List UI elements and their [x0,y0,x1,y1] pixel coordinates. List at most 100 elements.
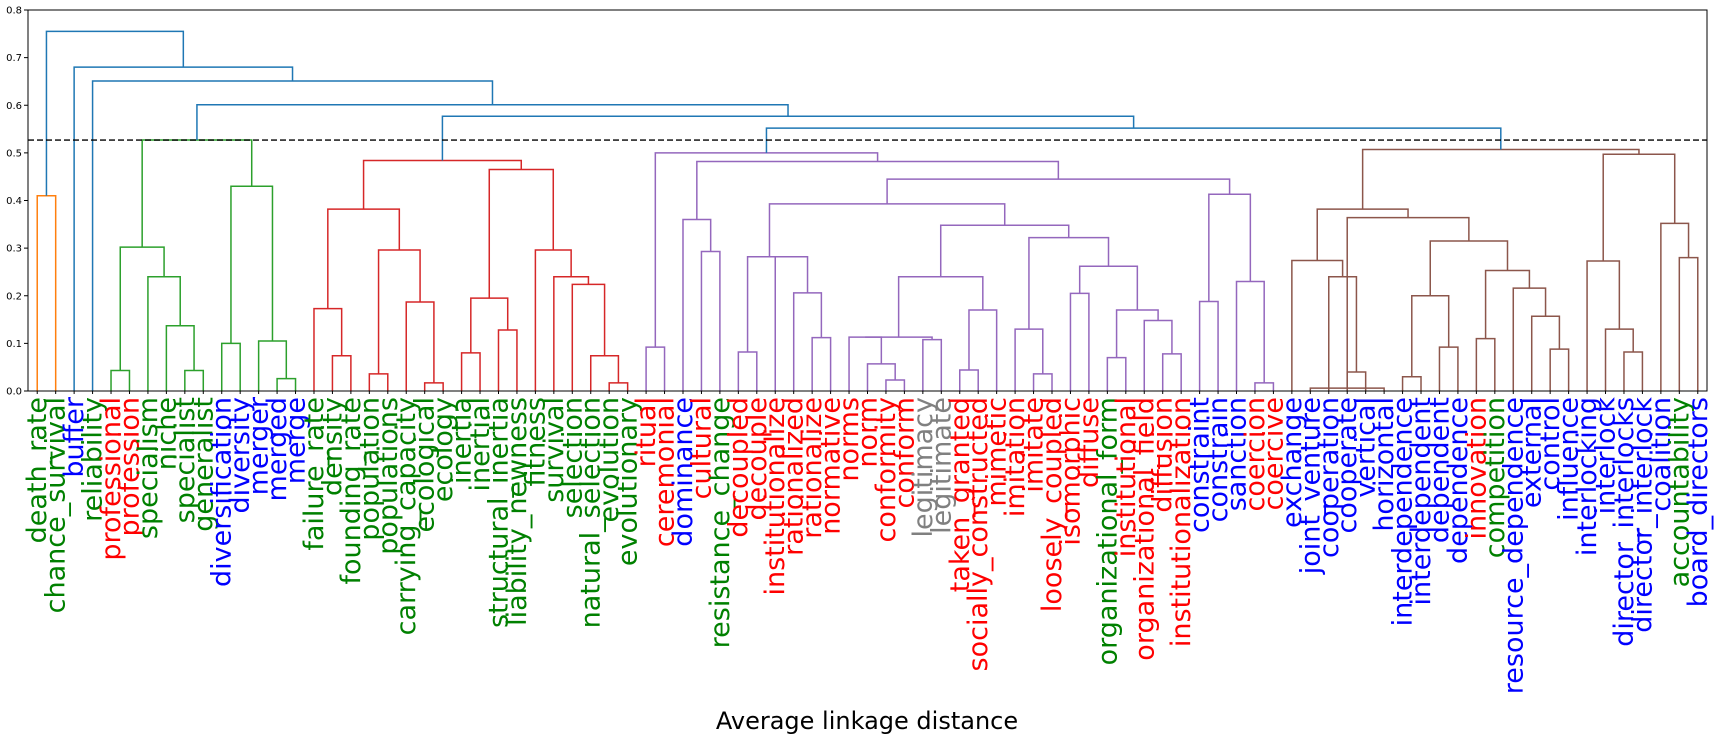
leaf-label: evolutionary [613,397,644,566]
leaf-label: ecology [428,397,459,502]
leaf-label: inertia [447,397,478,484]
leaf-label: niche [151,397,182,470]
y-tick-label: 0.5 [6,148,22,159]
leaf-label: dependent [1424,397,1455,543]
leaf-label: merged [262,397,293,501]
leaf-label: norm [853,397,884,468]
link-B1 [110,369,131,391]
leaf-label: survival [539,397,570,503]
leaf-label: professional [96,397,127,561]
y-tick-label: 0.8 [6,6,22,17]
y-tick-label: 0.1 [6,339,22,350]
leaf-label: director_interlocks [1609,397,1640,647]
link-F2 [441,115,1135,161]
leaf-label: cultural [686,397,717,499]
leaf-label: population [354,397,385,541]
leaf-label: profession [114,397,145,537]
leaf-label: socially_constructed [963,397,994,671]
link-C9 [497,329,518,391]
link-D1 [645,346,666,391]
link-F6 [45,30,185,196]
leaf-label: generalist [188,397,219,532]
link-C4 [423,382,444,391]
leaf-label: conformity [871,397,902,543]
link-C1 [331,355,352,391]
link-B7 [276,377,297,391]
link-D19 [1069,292,1090,391]
link-C5 [405,301,435,391]
link-D16 [897,275,984,338]
link-D23 [1115,309,1159,358]
link-D10 [866,363,896,391]
leaf-label: conform [889,397,920,508]
link-D20 [1106,356,1127,391]
leaf-label: natural_selection [576,397,607,628]
link-B2 [184,369,205,391]
link-E8 [1475,337,1496,391]
link-D30 [1235,280,1265,391]
leaf-label: external [1517,397,1548,508]
link-D14 [959,369,979,391]
leaf-label: taken_granted [945,397,976,592]
leaf-label: liability_newness [502,397,533,626]
leaf-label: ecological [410,397,441,533]
y-tick-label: 0.7 [6,53,22,64]
leaf-label: diversity [225,397,256,513]
leaf-label: reliability [78,397,109,522]
leaf-label: death_rate [22,397,53,543]
link-E18 [1586,260,1621,391]
link-D4 [737,351,758,391]
y-tick-label: 0.6 [6,101,22,112]
leaf-label: ceremonial [650,397,681,547]
link-A [36,194,57,391]
link-E22 [1361,148,1640,210]
link-D18 [1014,328,1044,391]
leaf-label: structural_inertia [483,397,514,628]
leaf-label: cooperate [1332,397,1363,533]
link-D29 [1198,300,1219,391]
link-E21 [1602,153,1676,261]
leaf-label: institutionalization [1166,397,1197,647]
leaf-label: dependence [1443,397,1474,564]
link-E7 [1411,295,1450,377]
leaf-label: ritual [631,397,662,467]
link-D32 [886,178,1231,204]
leaf-label: merge [281,397,312,484]
leaf-label: exchange [1277,397,1308,528]
leaf-label: constraint [1185,397,1216,533]
dendrogram-links [36,30,1699,391]
link-E20 [1660,222,1690,391]
leaf-label: constrain [1203,397,1234,522]
leaf-label: selection [557,397,588,518]
leaf-label: specialist [170,397,201,523]
leaf-label: fitness [520,397,551,486]
leaf-label: cooperation [1314,397,1345,558]
leaf-label: resistance_change [705,397,736,648]
link-C7 [327,208,401,309]
leaf-label: rationalized [779,397,810,556]
leaf-label: buffer [59,396,90,477]
leaf-label: imitation [1000,397,1031,517]
link-B6 [220,342,241,391]
link-B9 [230,185,274,344]
link-C2 [313,307,343,391]
link-D2 [700,250,721,391]
y-axis: 0.0 0.1 0.2 0.3 0.4 0.5 0.6 0.7 0.8 [6,6,28,398]
link-D26 [939,224,1070,277]
link-D7 [774,255,809,391]
link-D34 [654,152,879,348]
leaf-label: legitimacy [908,397,939,538]
leaf-label: diffuse [1074,397,1105,488]
leaf-label: mimetic [982,397,1013,507]
link-B8 [257,340,288,391]
leaf-label: institutional [1111,397,1142,557]
link-C13 [571,283,606,391]
link-C17 [362,159,523,210]
leaf-label: interlocking [1572,397,1603,556]
link-D31 [1208,193,1252,302]
leaf-label: failure_rate [299,397,330,551]
link-D28 [1254,382,1275,391]
link-E19 [1678,256,1699,391]
leaf-label: norms [834,397,865,482]
link-D21 [1161,353,1182,391]
